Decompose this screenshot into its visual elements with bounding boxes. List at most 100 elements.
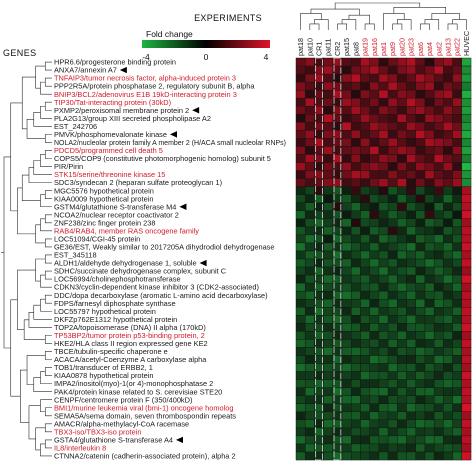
heatmap-cell xyxy=(424,347,435,356)
gene-label: IL8/interleukin 8 xyxy=(54,444,106,453)
heatmap-cell xyxy=(323,451,334,461)
heatmap-cell xyxy=(406,146,417,155)
heatmap-cell xyxy=(415,443,426,453)
heatmap-cell xyxy=(387,114,398,123)
heatmap-cell xyxy=(461,331,472,340)
heatmap-cell xyxy=(369,97,380,107)
heatmap-cell xyxy=(424,162,435,171)
heatmap-cell xyxy=(397,138,407,147)
heatmap-cell xyxy=(461,106,472,115)
heatmap-cell xyxy=(323,242,334,252)
dendrogram-branch xyxy=(40,298,52,312)
heatmap-cell xyxy=(360,258,370,268)
heatmap-cell xyxy=(424,146,435,155)
heatmap-cell xyxy=(304,226,315,236)
heatmap-cell xyxy=(323,258,334,268)
heatmap-cell xyxy=(397,395,407,404)
heatmap-cell xyxy=(369,226,380,236)
heatmap-cell xyxy=(323,371,334,380)
heatmap-cell xyxy=(415,451,426,461)
heatmap-cell xyxy=(323,395,334,404)
heatmap-cell xyxy=(415,371,426,380)
gene-label: TP53BP2/tumor protein p53-binding protei… xyxy=(54,331,205,340)
heatmap-cell xyxy=(351,323,361,332)
heatmap-cell xyxy=(387,266,398,276)
dendrogram-branch xyxy=(10,102,23,212)
heatmap-cell xyxy=(415,114,426,123)
heatmap-cell xyxy=(351,178,361,187)
heatmap-cell xyxy=(443,65,453,75)
dendrogram-branch xyxy=(431,13,460,20)
heatmap-cell xyxy=(397,186,407,195)
heatmap-cell xyxy=(304,355,315,364)
heatmap-cell xyxy=(415,178,426,187)
gene-dendrogram xyxy=(1,61,52,457)
sample-label: CR1 xyxy=(315,42,324,56)
gene-label: KIAA0878 hypothetical protein xyxy=(54,371,153,380)
heatmap-cell xyxy=(387,130,398,139)
heatmap-cell xyxy=(424,73,435,83)
heatmap-cell xyxy=(360,266,370,276)
heatmap-cell xyxy=(406,226,417,236)
heatmap-cell xyxy=(304,451,315,461)
heatmap-cell xyxy=(387,323,398,332)
gene-label: HPR6.6/progesterone binding protein xyxy=(54,58,176,67)
heatmap-cell xyxy=(304,307,315,316)
gene-label: DKFZp762E1312 hypothetical protein xyxy=(54,315,177,324)
heatmap-cell xyxy=(341,57,352,67)
heatmap-cell xyxy=(406,218,417,228)
heatmap-cell xyxy=(433,347,444,356)
heatmap-cell xyxy=(397,218,407,228)
heatmap-cell xyxy=(433,57,444,67)
heatmap-cell xyxy=(424,57,435,67)
heatmap-cell xyxy=(424,307,435,316)
control-column-outline xyxy=(333,57,342,461)
heatmap-cell xyxy=(406,315,417,324)
heatmap-cell xyxy=(461,266,472,276)
heatmap-cell xyxy=(304,178,315,187)
heatmap-cell xyxy=(304,57,315,67)
heatmap-cell xyxy=(424,81,435,91)
heatmap-cell xyxy=(304,114,315,123)
heatmap-cell xyxy=(341,97,352,107)
heatmap-cell xyxy=(461,395,472,404)
heatmap-cell xyxy=(360,371,370,380)
heatmap-cell xyxy=(369,266,380,276)
heatmap-cell xyxy=(341,363,352,372)
heatmap-cell xyxy=(378,138,389,147)
heatmap-cell xyxy=(295,97,306,107)
heatmap-cell xyxy=(341,194,352,203)
heatmap-cell xyxy=(443,427,453,437)
heatmap-cell xyxy=(323,170,334,179)
heatmap-cell xyxy=(351,106,361,115)
fold-change-colorbar xyxy=(142,40,270,48)
experiments-title: EXPERIMENTS xyxy=(194,13,262,23)
heatmap-cell xyxy=(415,274,426,284)
heatmap-cell xyxy=(295,210,306,220)
gene-label: MGC5576 hypothetical protein xyxy=(54,186,154,195)
heatmap-cell xyxy=(415,57,426,67)
gene-label: PDCD5/programmed cell death 5 xyxy=(54,146,163,155)
heatmap-cell xyxy=(387,411,398,421)
heatmap-cell xyxy=(461,138,472,147)
heatmap-cell xyxy=(387,97,398,107)
heatmap-cell xyxy=(452,242,463,252)
heatmap-cell xyxy=(304,258,315,268)
heatmap-cell xyxy=(443,234,453,244)
heatmap-cell xyxy=(341,387,352,396)
heatmap-cell xyxy=(461,154,472,163)
heatmap-cell xyxy=(378,106,389,115)
heatmap-cell xyxy=(452,282,463,292)
heatmap-cell xyxy=(369,106,380,115)
heatmap-cell xyxy=(387,258,398,268)
heatmap-cell xyxy=(360,379,370,388)
heatmap-cell xyxy=(369,138,380,147)
heatmap-cell xyxy=(295,298,306,308)
heatmap-cell xyxy=(406,419,417,429)
heatmap-cell xyxy=(360,210,370,220)
sample-label: pat1 xyxy=(379,42,388,56)
heatmap-cell xyxy=(378,371,389,380)
heatmap-cell xyxy=(304,170,315,179)
dendrogram-branch xyxy=(40,105,52,119)
heatmap-cell xyxy=(406,154,417,163)
